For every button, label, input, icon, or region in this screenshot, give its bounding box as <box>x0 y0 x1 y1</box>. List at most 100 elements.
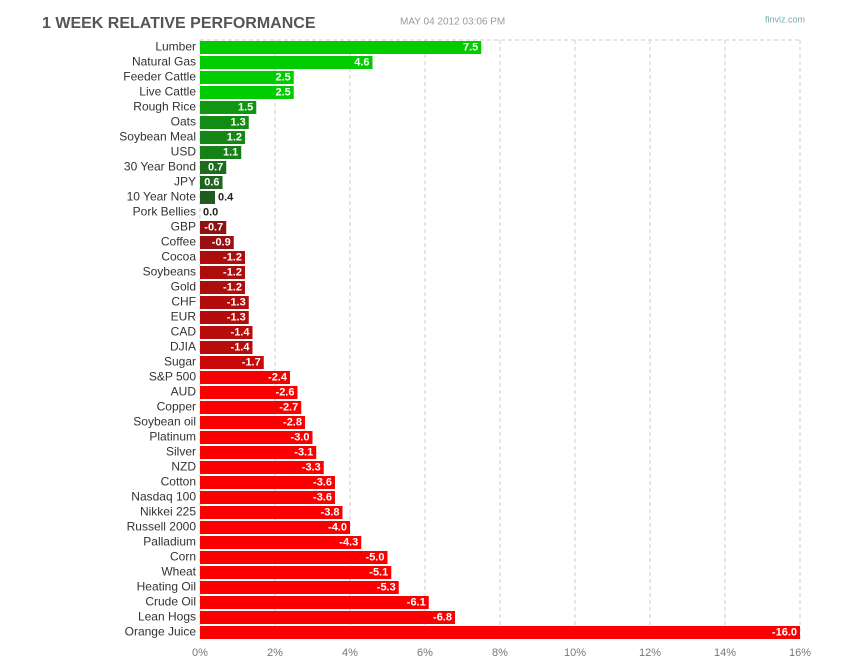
y-tick-label: Soybean oil <box>133 415 196 429</box>
y-tick-label: Platinum <box>149 430 196 444</box>
y-tick-label: EUR <box>171 310 197 324</box>
y-tick-label: Pork Bellies <box>133 205 196 219</box>
y-tick-label: Silver <box>166 445 196 459</box>
y-tick-label: Gold <box>171 280 196 294</box>
value-label: -1.2 <box>223 266 242 278</box>
bar <box>200 416 305 429</box>
bar <box>200 356 264 369</box>
bar <box>200 446 317 459</box>
bar <box>200 581 399 594</box>
x-tick-label: 6% <box>417 647 433 659</box>
value-label: 1.3 <box>230 116 245 128</box>
value-label: -2.8 <box>283 416 302 428</box>
x-tick-label: 10% <box>564 647 586 659</box>
value-label: -1.2 <box>223 281 242 293</box>
bar <box>200 101 257 114</box>
y-tick-label: Crude Oil <box>145 595 196 609</box>
value-label: -1.4 <box>231 326 251 338</box>
value-label: -3.1 <box>294 446 313 458</box>
bar <box>200 431 313 444</box>
bar <box>200 326 253 339</box>
value-label: -3.8 <box>321 506 340 518</box>
bar <box>200 251 245 264</box>
y-tick-label: CAD <box>171 325 197 339</box>
bar <box>200 476 335 489</box>
x-tick-label: 14% <box>714 647 736 659</box>
value-label: -1.7 <box>242 356 261 368</box>
y-tick-label: NZD <box>171 460 196 474</box>
value-label: -5.3 <box>377 581 396 593</box>
bar <box>200 566 392 579</box>
value-label: 1.5 <box>238 101 253 113</box>
value-label: -4.0 <box>328 521 347 533</box>
bar <box>200 386 298 399</box>
y-tick-label: CHF <box>171 295 196 309</box>
bar <box>200 161 227 174</box>
y-tick-label: JPY <box>174 175 196 189</box>
value-label: -4.3 <box>339 536 358 548</box>
bar <box>200 146 242 159</box>
bar <box>200 551 388 564</box>
y-tick-label: Orange Juice <box>125 625 197 639</box>
y-tick-label: 10 Year Note <box>127 190 197 204</box>
bar <box>200 506 343 519</box>
y-tick-label: 30 Year Bond <box>124 160 196 174</box>
value-label: -3.0 <box>291 431 310 443</box>
y-tick-label: USD <box>171 145 197 159</box>
bar <box>200 536 362 549</box>
bar <box>200 491 335 504</box>
y-tick-label: GBP <box>171 220 196 234</box>
bar <box>200 266 245 279</box>
value-label: -5.1 <box>369 566 388 578</box>
value-label: -2.4 <box>268 371 288 383</box>
value-label: 0.0 <box>203 206 218 218</box>
value-label: -2.7 <box>279 401 298 413</box>
bar <box>200 371 290 384</box>
value-label: -2.6 <box>276 386 295 398</box>
y-tick-label: Wheat <box>161 565 196 579</box>
bar <box>200 191 215 204</box>
y-tick-label: Cotton <box>161 475 196 489</box>
bar <box>200 611 455 624</box>
bar <box>200 296 249 309</box>
y-tick-label: Heating Oil <box>137 580 196 594</box>
x-tick-label: 0% <box>192 647 208 659</box>
y-tick-label: Cocoa <box>161 250 196 264</box>
value-label: 0.7 <box>208 161 223 173</box>
y-tick-label: Russell 2000 <box>127 520 197 534</box>
chart-title: 1 WEEK RELATIVE PERFORMANCE <box>42 15 316 32</box>
y-tick-label: Live Cattle <box>139 85 196 99</box>
y-tick-label: DJIA <box>170 340 196 354</box>
x-tick-label: 2% <box>267 647 283 659</box>
bar <box>200 221 227 234</box>
value-label: -1.3 <box>227 311 246 323</box>
y-tick-label: Nasdaq 100 <box>131 490 196 504</box>
value-label: -1.4 <box>231 341 251 353</box>
y-tick-label: Soybeans <box>143 265 196 279</box>
bar <box>200 236 234 249</box>
y-tick-label: Copper <box>157 400 196 414</box>
bar <box>200 71 294 84</box>
bar <box>200 41 482 54</box>
value-label: 0.4 <box>218 191 234 203</box>
x-tick-label: 8% <box>492 647 508 659</box>
bar <box>200 116 249 129</box>
x-tick-label: 12% <box>639 647 661 659</box>
y-tick-label: Natural Gas <box>132 55 196 69</box>
y-tick-label: Soybean Meal <box>119 130 196 144</box>
bar <box>200 311 249 324</box>
value-label: -0.9 <box>212 236 231 248</box>
y-tick-label: Lean Hogs <box>138 610 196 624</box>
y-tick-label: Nikkei 225 <box>140 505 196 519</box>
value-label: -3.6 <box>313 476 332 488</box>
y-tick-label: Lumber <box>155 40 196 54</box>
bar <box>200 131 245 144</box>
x-tick-label: 16% <box>789 647 811 659</box>
value-label: 1.2 <box>227 131 242 143</box>
bar <box>200 401 302 414</box>
value-label: -1.3 <box>227 296 246 308</box>
value-label: 4.6 <box>354 56 369 68</box>
y-tick-label: Coffee <box>161 235 196 249</box>
source: finviz.com <box>765 14 805 24</box>
value-label: 2.5 <box>275 71 290 83</box>
